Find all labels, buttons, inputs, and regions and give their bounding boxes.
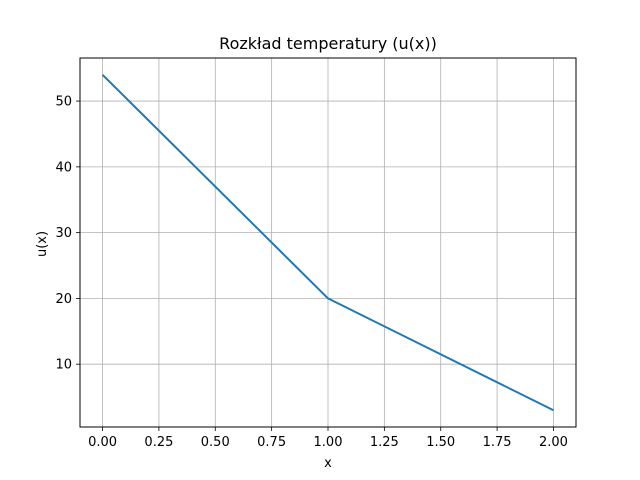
y-tick-label: 50 xyxy=(55,95,72,110)
y-tick-label: 30 xyxy=(55,226,72,241)
x-tick-label: 2.00 xyxy=(539,435,568,450)
x-tick-label: 0.75 xyxy=(257,435,286,450)
y-tick-label: 20 xyxy=(55,292,72,307)
x-axis-ticks: 0.00 0.25 0.50 0.75 1.00 1.25 1.50 1.75 2.00 xyxy=(88,427,568,450)
x-axis-label: x xyxy=(324,456,332,471)
chart-title: Rozkład temperatury (u(x)) xyxy=(219,34,437,53)
x-tick-label: 0.25 xyxy=(144,435,173,450)
grid xyxy=(80,58,576,427)
x-tick-label: 1.75 xyxy=(483,435,512,450)
y-axis-ticks: 10 20 30 40 50 xyxy=(55,95,80,373)
x-tick-label: 1.00 xyxy=(314,435,343,450)
y-tick-label: 10 xyxy=(55,358,72,373)
y-axis-label: u(x) xyxy=(35,231,50,257)
x-tick-label: 0.00 xyxy=(88,435,117,450)
series-layer xyxy=(101,74,554,412)
y-tick-label: 40 xyxy=(55,160,72,175)
series-line xyxy=(101,74,554,412)
x-tick-label: 1.50 xyxy=(426,435,455,450)
x-tick-label: 1.25 xyxy=(370,435,399,450)
x-tick-label: 0.50 xyxy=(201,435,230,450)
